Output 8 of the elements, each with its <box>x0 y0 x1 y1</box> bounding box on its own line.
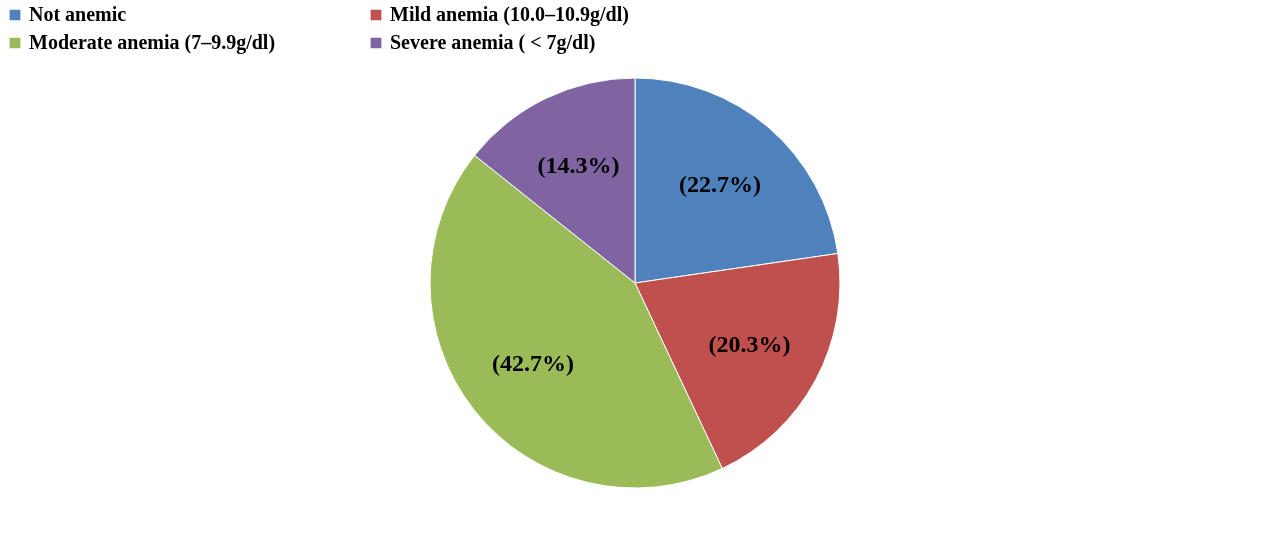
legend-label: Severe anemia ( < 7g/dl) <box>390 31 596 54</box>
legend-label: Moderate anemia (7–9.9g/dl) <box>29 31 276 54</box>
legend-label: Mild anemia (10.0–10.9g/dl) <box>390 3 629 26</box>
data-label: (22.7%) <box>679 170 762 197</box>
data-label: (14.3%) <box>537 151 620 178</box>
data-label: (42.7%) <box>492 349 575 376</box>
legend-label: Not anemic <box>29 3 127 25</box>
data-label: (20.3%) <box>708 330 791 357</box>
